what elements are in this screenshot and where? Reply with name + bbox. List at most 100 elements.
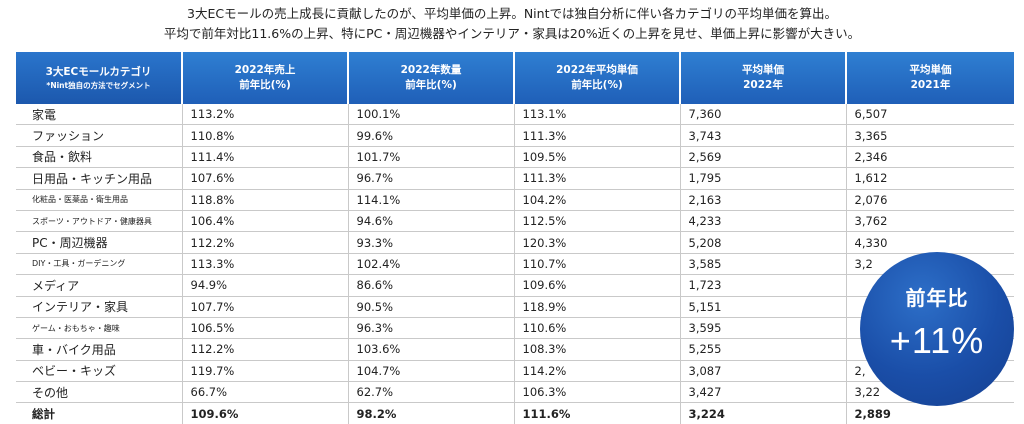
intro-line-1: 3大ECモールの売上成長に貢献したのが、平均単価の上昇。Nintでは独自分析に伴… — [187, 6, 837, 21]
category-cell: インテリア・家具 — [16, 296, 183, 318]
table-row: ファッション 110.8% 99.6% 111.3% 3,743 3,365 — [16, 124, 1014, 147]
intro-text: 3大ECモールの売上成長に貢献したのが、平均単価の上昇。Nintでは独自分析に伴… — [0, 4, 1024, 44]
table-row: スポーツ・アウトドア・健康器具 106.4% 94.6% 112.5% 4,233 3,7… — [16, 210, 1014, 233]
value-cell: 2,076 — [846, 189, 1014, 211]
value-cell: 3,585 — [680, 253, 847, 276]
category-cell: ファッション — [16, 124, 183, 147]
yoy-badge: 前年比 +11% — [860, 252, 1014, 406]
value-cell: 111.3% — [514, 124, 681, 147]
header-sales-yoy: 2022年売上 前年比(%) — [182, 52, 349, 104]
table-row: ベビー・キッズ 119.7% 104.7% 114.2% 3,087 2, — [16, 360, 1014, 383]
category-price-table: 3大ECモールカテゴリ *Nint独自の方法でセグメント 2022年売上 前年比… — [16, 52, 1014, 424]
value-cell: 111.6% — [514, 402, 681, 424]
table-row: PC・周辺機器 112.2% 93.3% 120.3% 5,208 4,330 — [16, 231, 1014, 254]
value-cell: 99.6% — [348, 124, 515, 147]
header-avg-price-2022: 平均単価 2022年 — [680, 52, 847, 104]
value-cell: 118.9% — [514, 296, 681, 318]
value-cell: 1,795 — [680, 167, 847, 190]
category-cell: 日用品・キッチン用品 — [16, 167, 183, 190]
category-cell: 総計 — [16, 402, 183, 424]
value-cell: 119.7% — [182, 360, 349, 383]
value-cell: 3,087 — [680, 360, 847, 383]
header-sales-label: 2022年売上 — [234, 64, 296, 76]
header-avg-price-sub: 前年比(%) — [571, 79, 623, 91]
value-cell: 101.7% — [348, 146, 515, 169]
header-category-label: 3大ECモールカテゴリ — [45, 66, 152, 78]
value-cell: 114.2% — [514, 360, 681, 383]
value-cell: 93.3% — [348, 231, 515, 254]
value-cell: 94.9% — [182, 274, 349, 297]
value-cell: 5,151 — [680, 296, 847, 318]
value-cell: 2,569 — [680, 146, 847, 169]
category-cell: その他 — [16, 381, 183, 404]
value-cell: 109.5% — [514, 146, 681, 169]
value-cell: 62.7% — [348, 381, 515, 404]
badge-value: +11% — [889, 320, 985, 361]
value-cell: 5,255 — [680, 338, 847, 361]
header-avg-price-yoy: 2022年平均単価 前年比(%) — [514, 52, 681, 104]
header-avg-price-2021: 平均単価 2021年 — [846, 52, 1014, 104]
value-cell: 106.5% — [182, 317, 349, 340]
value-cell: 110.6% — [514, 317, 681, 340]
header-avg-2022-sub: 2022年 — [743, 79, 783, 91]
value-cell: 107.7% — [182, 296, 349, 318]
value-cell: 120.3% — [514, 231, 681, 254]
value-cell: 113.1% — [514, 104, 681, 126]
header-quantity-label: 2022年数量 — [400, 64, 462, 76]
table-header-row: 3大ECモールカテゴリ *Nint独自の方法でセグメント 2022年売上 前年比… — [16, 52, 1014, 104]
value-cell: 94.6% — [348, 210, 515, 233]
value-cell: 103.6% — [348, 338, 515, 361]
value-cell: 100.1% — [348, 104, 515, 126]
table-row: 食品・飲料 111.4% 101.7% 109.5% 2,569 2,346 — [16, 146, 1014, 169]
value-cell: 96.3% — [348, 317, 515, 340]
value-cell: 6,507 — [846, 104, 1014, 126]
value-cell: 5,208 — [680, 231, 847, 254]
value-cell: 3,595 — [680, 317, 847, 340]
value-cell: 106.4% — [182, 210, 349, 233]
value-cell: 112.2% — [182, 231, 349, 254]
value-cell: 1,612 — [846, 167, 1014, 190]
value-cell: 1,723 — [680, 274, 847, 297]
value-cell: 66.7% — [182, 381, 349, 404]
value-cell: 104.2% — [514, 189, 681, 211]
category-cell: 食品・飲料 — [16, 146, 183, 169]
header-quantity-yoy: 2022年数量 前年比(%) — [348, 52, 515, 104]
category-cell: スポーツ・アウトドア・健康器具 — [16, 210, 183, 233]
value-cell: 106.3% — [514, 381, 681, 404]
value-cell: 4,233 — [680, 210, 847, 233]
category-cell: 化粧品・医薬品・衛生用品 — [16, 189, 183, 211]
value-cell: 107.6% — [182, 167, 349, 190]
value-cell: 113.3% — [182, 253, 349, 276]
value-cell: 3,762 — [846, 210, 1014, 233]
value-cell: 109.6% — [514, 274, 681, 297]
value-cell: 110.8% — [182, 124, 349, 147]
value-cell: 112.2% — [182, 338, 349, 361]
header-avg-2022-label: 平均単価 — [742, 64, 784, 76]
category-cell: DIY・工具・ガーデニング — [16, 253, 183, 276]
value-cell: 86.6% — [348, 274, 515, 297]
table-row: その他 66.7% 62.7% 106.3% 3,427 3,22 — [16, 381, 1014, 404]
value-cell: 4,330 — [846, 231, 1014, 254]
value-cell: 2,163 — [680, 189, 847, 211]
value-cell: 110.7% — [514, 253, 681, 276]
value-cell: 109.6% — [182, 402, 349, 424]
category-cell: PC・周辺機器 — [16, 231, 183, 254]
header-avg-2021-label: 平均単価 — [909, 64, 952, 76]
value-cell: 98.2% — [348, 402, 515, 424]
category-cell: ゲーム・おもちゃ・趣味 — [16, 317, 183, 340]
value-cell: 3,365 — [846, 124, 1014, 147]
category-cell: ベビー・キッズ — [16, 360, 183, 383]
value-cell: 113.2% — [182, 104, 349, 126]
value-cell: 3,427 — [680, 381, 847, 404]
total-row: 総計 109.6% 98.2% 111.6% 3,224 2,889 — [16, 402, 1014, 424]
value-cell: 111.3% — [514, 167, 681, 190]
table-row: DIY・工具・ガーデニング 113.3% 102.4% 110.7% 3,585 3,2 — [16, 253, 1014, 276]
category-cell: 家電 — [16, 104, 183, 126]
value-cell: 2,346 — [846, 146, 1014, 169]
header-sales-sub: 前年比(%) — [239, 79, 291, 91]
header-avg-price-label: 2022年平均単価 — [556, 64, 638, 76]
value-cell: 118.8% — [182, 189, 349, 211]
value-cell: 102.4% — [348, 253, 515, 276]
table-row: 化粧品・医薬品・衛生用品 118.8% 114.1% 104.2% 2,163 2,076 — [16, 189, 1014, 211]
value-cell: 3,743 — [680, 124, 847, 147]
